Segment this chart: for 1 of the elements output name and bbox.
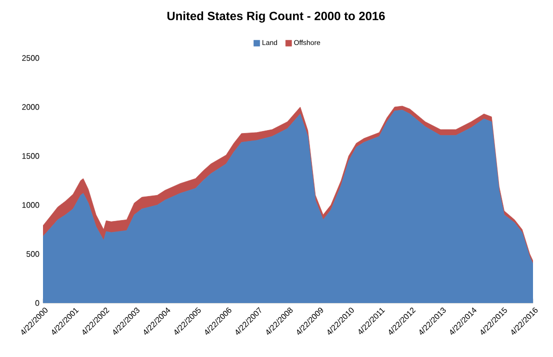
chart-title: United States Rig Count - 2000 to 2016 bbox=[167, 11, 385, 23]
